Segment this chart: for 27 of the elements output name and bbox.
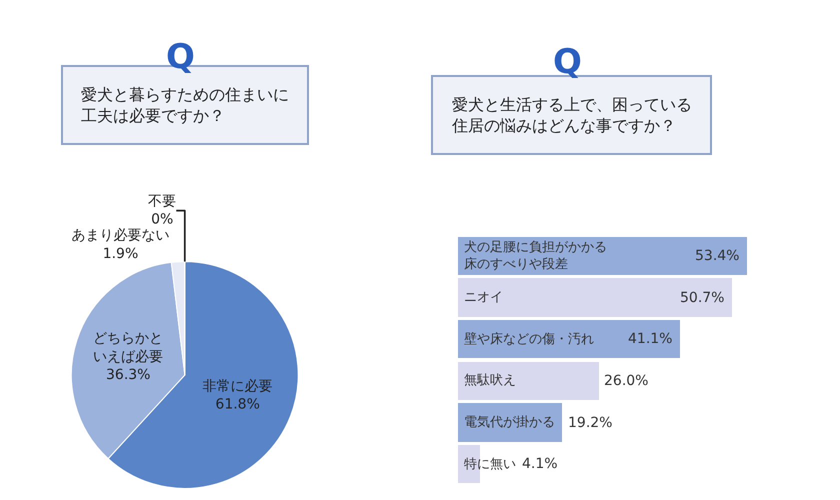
slice-label: 非常に必要: [202, 378, 273, 394]
data-label: 36.3%: [106, 367, 150, 384]
slice-label: どちらかといえば必要: [93, 330, 164, 365]
category-label: 不要: [148, 193, 176, 210]
data-label: 19.2%: [568, 415, 612, 431]
data-label: 41.1%: [628, 331, 672, 347]
data-label: 4.1%: [522, 456, 558, 472]
data-label: 50.7%: [680, 290, 724, 306]
y-tick-label: 電気代が掛かる: [464, 415, 555, 430]
chart-title: 愛犬と生活する上で、困っている住居の悩みはどんな事ですか？: [451, 95, 692, 135]
text: 0%: [151, 212, 174, 228]
slice-label: あまり必要ない: [71, 228, 170, 244]
bar: [458, 278, 732, 317]
bar: [458, 362, 599, 400]
y-tick-label: 特に無い: [464, 457, 516, 472]
y-tick-label: 犬の足腰に負担がかかる床のすべりや段差: [464, 240, 607, 272]
text: Q: [166, 37, 195, 77]
bar: [458, 320, 680, 358]
text: Q: [553, 42, 582, 82]
data-label: 61.8%: [215, 396, 260, 413]
y-tick-label: ニオイ: [464, 290, 503, 305]
data-label: 1.9%: [102, 246, 138, 262]
chart-title: 愛犬と暮らすための住まいに工夫は必要ですか？: [81, 85, 289, 125]
data-label: 53.4%: [695, 248, 740, 264]
y-tick-label: 無駄吠え: [464, 373, 516, 388]
y-tick-label: 壁や床などの傷・汚れ: [464, 332, 594, 347]
data-label: 26.0%: [604, 373, 648, 389]
